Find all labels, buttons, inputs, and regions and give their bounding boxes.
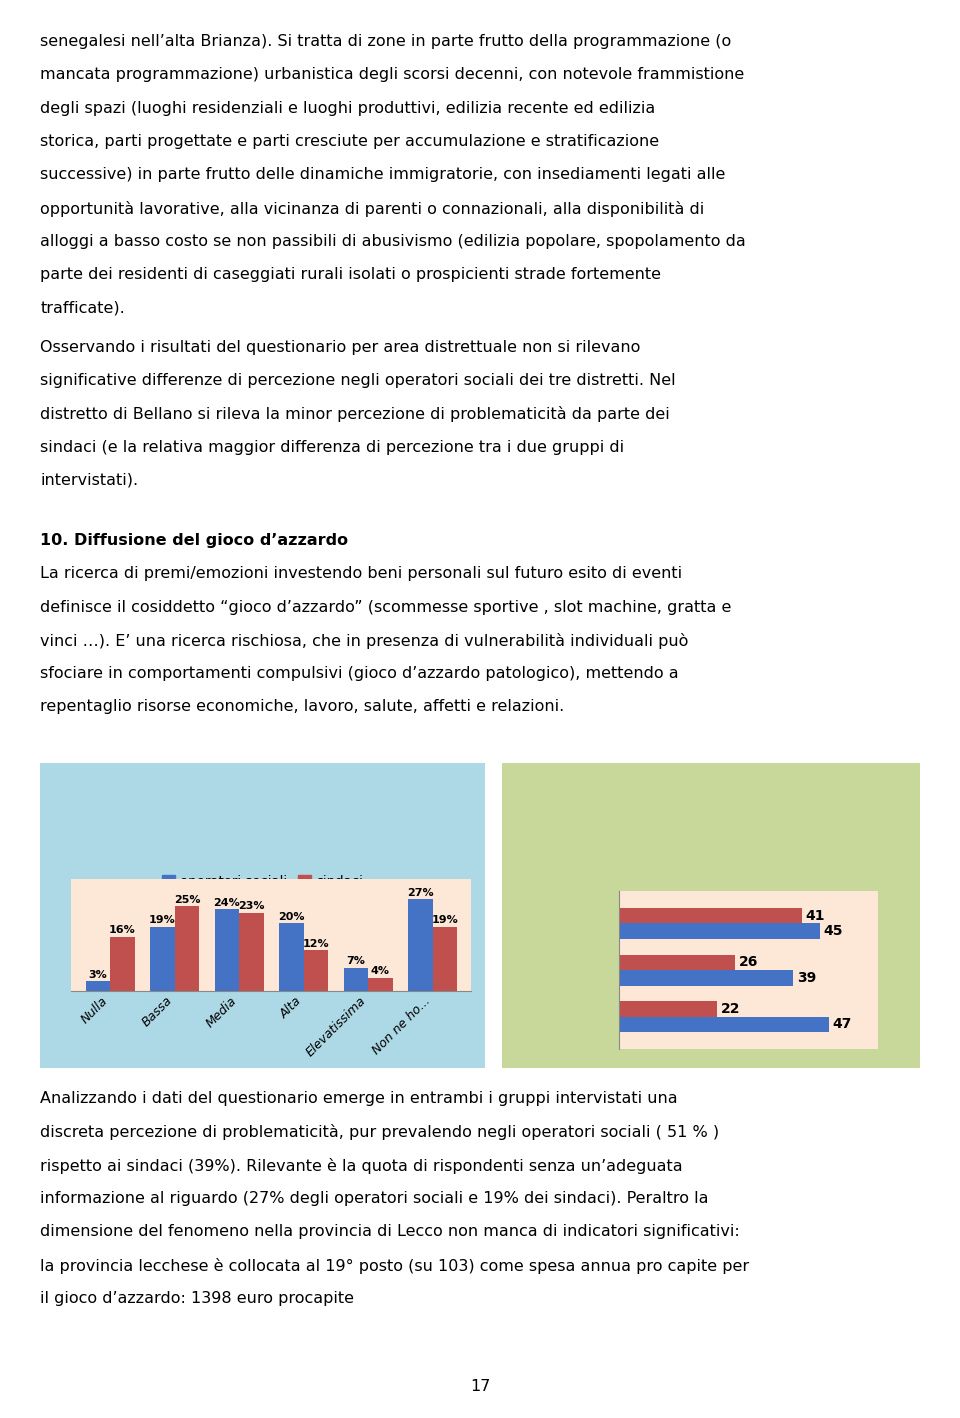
Text: trafficate).: trafficate). <box>40 301 125 316</box>
Text: 20%: 20% <box>278 912 304 922</box>
Bar <box>433 926 457 991</box>
Text: senegalesi nell’alta Brianza). Si tratta di zone in parte frutto della programma: senegalesi nell’alta Brianza). Si tratta… <box>40 34 732 50</box>
Text: Problematicità percepita: Problematicità percepita <box>156 803 370 820</box>
Text: 23%: 23% <box>238 902 265 912</box>
Bar <box>408 899 433 991</box>
Bar <box>344 967 369 991</box>
Bar <box>239 913 264 991</box>
Bar <box>619 908 802 923</box>
Text: 26: 26 <box>738 956 758 970</box>
Text: 25%: 25% <box>174 895 201 905</box>
Text: 24%: 24% <box>213 898 240 908</box>
Text: definisce il cosiddetto “gioco d’azzardo” (scommesse sportive , slot machine, gr: definisce il cosiddetto “gioco d’azzardo… <box>40 600 732 614</box>
Text: mancata programmazione) urbanistica degli scorsi decenni, con notevole frammisti: mancata programmazione) urbanistica degl… <box>40 67 745 82</box>
Text: sindaci (e la relativa maggior differenza di percezione tra i due gruppi di: sindaci (e la relativa maggior differenz… <box>40 440 624 455</box>
Text: Lecco: Lecco <box>523 963 563 977</box>
Text: Punteggio medio delle percezioni: Punteggio medio delle percezioni <box>567 803 854 818</box>
Text: 7%: 7% <box>347 956 366 966</box>
Text: distretto di Bellano si rileva la minor percezione di problematicità da parte de: distretto di Bellano si rileva la minor … <box>40 406 670 423</box>
Text: Diffusione del gioco d'azzardo: Diffusione del gioco d'azzardo <box>582 771 840 787</box>
Text: 27%: 27% <box>407 888 434 898</box>
Text: successive) in parte frutto delle dinamiche immigratorie, con insediamenti legat: successive) in parte frutto delle dinami… <box>40 167 726 183</box>
Text: sfociare in comportamenti compulsivi (gioco d’azzardo patologico), mettendo a: sfociare in comportamenti compulsivi (gi… <box>40 666 679 681</box>
Text: 10. Diffusione del gioco d’azzardo: 10. Diffusione del gioco d’azzardo <box>40 533 348 547</box>
Text: 39: 39 <box>797 971 816 986</box>
Text: alloggi a basso costo se non passibili di abusivismo (edilizia popolare, spopola: alloggi a basso costo se non passibili d… <box>40 234 746 250</box>
Text: Bellano: Bellano <box>523 1010 575 1024</box>
Bar <box>303 950 328 991</box>
Text: repentaglio risorse economiche, lavoro, salute, affetti e relazioni.: repentaglio risorse economiche, lavoro, … <box>40 699 564 715</box>
Text: 22: 22 <box>721 1003 740 1017</box>
Bar <box>85 981 110 991</box>
Text: 17: 17 <box>469 1380 491 1394</box>
Bar <box>619 954 735 970</box>
Text: 4%: 4% <box>371 967 390 977</box>
Bar <box>150 926 175 991</box>
Bar <box>215 909 239 991</box>
Bar <box>619 1001 717 1017</box>
Bar <box>279 923 303 991</box>
Text: informazione al riguardo (27% degli operatori sociali e 19% dei sindaci). Peralt: informazione al riguardo (27% degli oper… <box>40 1191 708 1205</box>
Text: significative differenze di percezione negli operatori sociali dei tre distretti: significative differenze di percezione n… <box>40 373 676 389</box>
Text: 12%: 12% <box>302 939 329 949</box>
Text: 47: 47 <box>832 1018 852 1031</box>
Text: 19%: 19% <box>432 915 458 925</box>
Text: opportunità lavorative, alla vicinanza di parenti o connazionali, alla disponibi: opportunità lavorative, alla vicinanza d… <box>40 200 705 217</box>
Text: discreta percezione di problematicità, pur prevalendo negli operatori sociali ( : discreta percezione di problematicità, p… <box>40 1124 719 1140</box>
Text: la provincia lecchese è collocata al 19° posto (su 103) come spesa annua pro cap: la provincia lecchese è collocata al 19°… <box>40 1258 750 1273</box>
Text: 16%: 16% <box>109 926 135 936</box>
Legend: sindaci, operatori: sindaci, operatori <box>628 898 794 922</box>
Text: storica, parti progettate e parti cresciute per accumulazione e stratificazione: storica, parti progettate e parti cresci… <box>40 135 660 149</box>
Text: Merate: Merate <box>523 916 572 930</box>
Text: parte dei residenti di caseggiati rurali isolati o prospicienti strade fortement: parte dei residenti di caseggiati rurali… <box>40 267 661 282</box>
Bar <box>619 970 793 986</box>
Text: Osservando i risultati del questionario per area distrettuale non si rilevano: Osservando i risultati del questionario … <box>40 339 640 354</box>
Text: 19%: 19% <box>149 915 176 925</box>
Text: La ricerca di premi/emozioni investendo beni personali sul futuro esito di event: La ricerca di premi/emozioni investendo … <box>40 566 683 581</box>
Bar <box>175 906 199 991</box>
Legend: operatori sociali, sindaci: operatori sociali, sindaci <box>156 871 369 893</box>
Text: 3%: 3% <box>88 970 108 980</box>
Text: dimensione del fenomeno nella provincia di Lecco non manca di indicatori signifi: dimensione del fenomeno nella provincia … <box>40 1224 740 1239</box>
Text: il gioco d’azzardo: 1398 euro procapite: il gioco d’azzardo: 1398 euro procapite <box>40 1290 354 1306</box>
Text: Diffusione del gioco d'azzardo: Diffusione del gioco d'azzardo <box>133 771 392 787</box>
Text: intervistati).: intervistati). <box>40 472 138 488</box>
Text: per distretto: per distretto <box>657 834 765 849</box>
Bar <box>369 978 393 991</box>
Bar <box>619 1017 828 1032</box>
Text: rispetto ai sindaci (39%). Rilevante è la quota di rispondenti senza un’adeguata: rispetto ai sindaci (39%). Rilevante è l… <box>40 1157 683 1174</box>
Bar <box>110 937 134 991</box>
Text: Analizzando i dati del questionario emerge in entrambi i gruppi intervistati una: Analizzando i dati del questionario emer… <box>40 1090 678 1106</box>
Text: 45: 45 <box>824 925 843 939</box>
Text: degli spazi (luoghi residenziali e luoghi produttivi, edilizia recente ed ediliz: degli spazi (luoghi residenziali e luogh… <box>40 101 656 116</box>
Text: vinci …). E’ una ricerca rischiosa, che in presenza di vulnerabilità individuali: vinci …). E’ una ricerca rischiosa, che … <box>40 632 688 649</box>
Bar <box>619 923 820 939</box>
Text: 41: 41 <box>805 909 825 923</box>
